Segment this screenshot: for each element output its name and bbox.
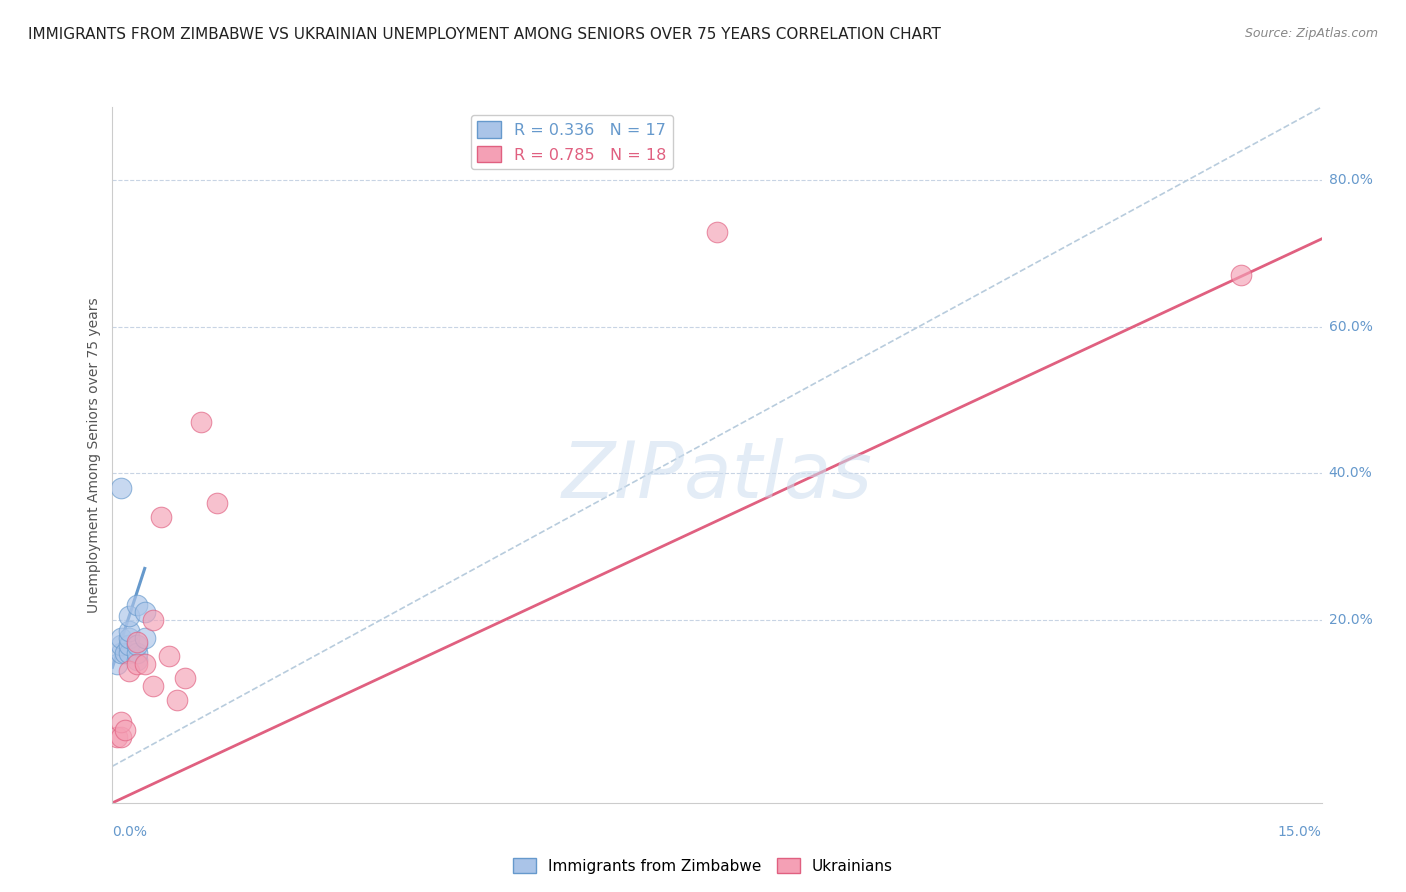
Point bbox=[125, 634, 148, 648]
Text: 20.0%: 20.0% bbox=[1329, 613, 1372, 627]
Point bbox=[117, 631, 139, 645]
Text: 60.0%: 60.0% bbox=[1329, 319, 1372, 334]
Point bbox=[110, 481, 132, 495]
Point bbox=[117, 664, 139, 678]
Text: ZIPatlas: ZIPatlas bbox=[561, 438, 873, 514]
Point bbox=[110, 638, 132, 652]
Point bbox=[105, 730, 128, 744]
Point bbox=[134, 631, 156, 645]
Point bbox=[1230, 268, 1253, 283]
Point bbox=[114, 646, 136, 660]
Point bbox=[706, 225, 728, 239]
Point bbox=[114, 723, 136, 737]
Point bbox=[117, 624, 139, 638]
Point bbox=[166, 693, 188, 707]
Point bbox=[110, 715, 132, 730]
Point bbox=[125, 646, 148, 660]
Point bbox=[125, 653, 148, 667]
Point bbox=[110, 631, 132, 645]
Point bbox=[117, 646, 139, 660]
Point bbox=[157, 649, 180, 664]
Point bbox=[117, 638, 139, 652]
Text: 15.0%: 15.0% bbox=[1278, 825, 1322, 839]
Point bbox=[110, 646, 132, 660]
Point bbox=[207, 495, 229, 509]
Point bbox=[117, 609, 139, 624]
Legend: Immigrants from Zimbabwe, Ukrainians: Immigrants from Zimbabwe, Ukrainians bbox=[508, 852, 898, 880]
Point bbox=[125, 657, 148, 671]
Point bbox=[105, 657, 128, 671]
Point bbox=[134, 657, 156, 671]
Point bbox=[149, 510, 172, 524]
Text: 0.0%: 0.0% bbox=[112, 825, 148, 839]
Text: IMMIGRANTS FROM ZIMBABWE VS UKRAINIAN UNEMPLOYMENT AMONG SENIORS OVER 75 YEARS C: IMMIGRANTS FROM ZIMBABWE VS UKRAINIAN UN… bbox=[28, 27, 941, 42]
Point bbox=[142, 679, 165, 693]
Point bbox=[125, 598, 148, 612]
Point bbox=[110, 730, 132, 744]
Text: 80.0%: 80.0% bbox=[1329, 173, 1372, 187]
Point bbox=[190, 415, 212, 429]
Point bbox=[142, 613, 165, 627]
Legend: R = 0.336   N = 17, R = 0.785   N = 18: R = 0.336 N = 17, R = 0.785 N = 18 bbox=[471, 115, 673, 169]
Text: Source: ZipAtlas.com: Source: ZipAtlas.com bbox=[1244, 27, 1378, 40]
Y-axis label: Unemployment Among Seniors over 75 years: Unemployment Among Seniors over 75 years bbox=[87, 297, 101, 613]
Point bbox=[125, 638, 148, 652]
Text: 40.0%: 40.0% bbox=[1329, 467, 1372, 480]
Point bbox=[134, 606, 156, 620]
Point bbox=[174, 671, 197, 685]
